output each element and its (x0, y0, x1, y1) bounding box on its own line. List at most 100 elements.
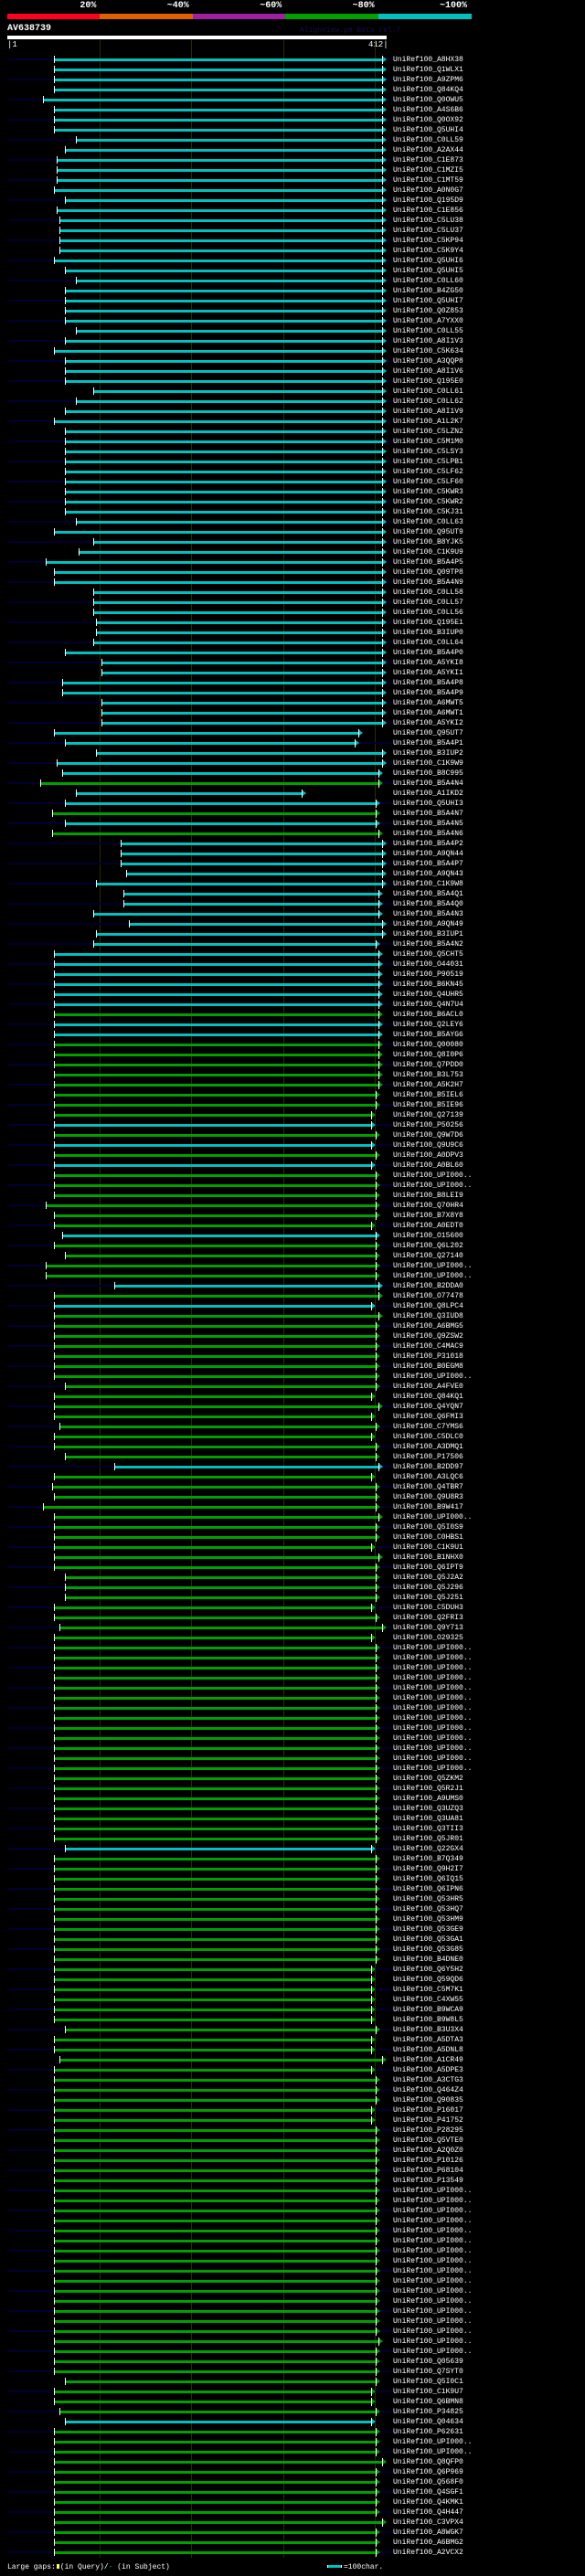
hit-bar[interactable] (59, 1426, 376, 1428)
hit-label[interactable]: UniRef100_UPI000.. (393, 1765, 473, 1773)
alignment-row[interactable]: UniRef100_O44031 (0, 959, 585, 970)
alignment-row[interactable]: UniRef100_B9W417 (0, 1502, 585, 1512)
alignment-row[interactable]: UniRef100_UPI000.. (0, 2236, 585, 2246)
hit-label[interactable]: UniRef100_A3LQC6 (393, 1473, 463, 1481)
hit-label[interactable]: UniRef100_UPI000.. (393, 2448, 473, 2456)
hit-bar[interactable] (54, 2461, 382, 2464)
hit-label[interactable]: UniRef100_B7X8Y8 (393, 1212, 463, 1220)
hit-label[interactable]: UniRef100_Q6FMI3 (393, 1413, 463, 1421)
hit-label[interactable]: UniRef100_UPI000.. (393, 1754, 473, 1763)
hit-label[interactable]: UniRef100_Q5CHT5 (393, 950, 463, 959)
hit-label[interactable]: UniRef100_C5KP94 (393, 237, 463, 245)
hit-label[interactable]: UniRef100_B5A4N7 (393, 810, 463, 818)
hit-label[interactable]: UniRef100_Q22GX4 (393, 1845, 463, 1853)
alignment-row[interactable]: UniRef100_C0LL56 (0, 608, 585, 618)
hit-label[interactable]: UniRef100_UPI000.. (393, 1744, 473, 1753)
hit-bar[interactable] (54, 2149, 376, 2152)
hit-label[interactable]: UniRef100_C5K9Y4 (393, 247, 463, 255)
alignment-row[interactable]: UniRef100_Q27140 (0, 1251, 585, 1261)
hit-label[interactable]: UniRef100_A3DMQ1 (393, 1443, 463, 1451)
hit-label[interactable]: UniRef100_C5LU37 (393, 227, 463, 235)
hit-label[interactable]: UniRef100_Q2FRI3 (393, 1614, 463, 1622)
hit-bar[interactable] (54, 1335, 376, 1338)
hit-bar[interactable] (54, 1938, 376, 1941)
hit-bar[interactable] (54, 1476, 371, 1479)
hit-label[interactable]: UniRef100_C1K9U7 (393, 2388, 463, 2396)
hit-bar[interactable] (54, 1546, 371, 1549)
hit-label[interactable]: UniRef100_Q53HR5 (393, 1895, 463, 1903)
hit-bar[interactable] (75, 330, 382, 333)
hit-label[interactable]: UniRef100_B8LEI9 (393, 1192, 463, 1200)
alignment-row[interactable]: UniRef100_UPI000.. (0, 2327, 585, 2337)
hit-bar[interactable] (54, 2511, 376, 2514)
hit-label[interactable]: UniRef100_Q95UT9 (393, 528, 463, 536)
alignment-row[interactable]: UniRef100_A7YXX0 (0, 316, 585, 326)
hit-label[interactable]: UniRef100_UPI000.. (393, 1644, 473, 1652)
hit-label[interactable]: UniRef100_P62631 (393, 2428, 463, 2436)
alignment-row[interactable]: UniRef100_UPI000.. (0, 2286, 585, 2296)
alignment-row[interactable]: UniRef100_Q4SGF1 (0, 2487, 585, 2497)
alignment-row[interactable]: UniRef100_Q3UA81 (0, 1814, 585, 1824)
hit-bar[interactable] (54, 2390, 371, 2393)
hit-label[interactable]: UniRef100_Q70HR4 (393, 1202, 463, 1210)
hit-bar[interactable] (54, 1446, 376, 1448)
hit-label[interactable]: UniRef100_C7YMS6 (393, 1423, 463, 1431)
hit-bar[interactable] (101, 722, 382, 725)
alignment-row[interactable]: UniRef100_Q6IPN6 (0, 1884, 585, 1894)
hit-bar[interactable] (54, 2069, 371, 2072)
hit-bar[interactable] (54, 1164, 371, 1167)
hit-label[interactable]: UniRef100_C3VPX4 (393, 2518, 463, 2527)
hit-bar[interactable] (57, 159, 382, 162)
alignment-row[interactable]: UniRef100_C1E873 (0, 155, 585, 165)
alignment-row[interactable]: UniRef100_A0BL60 (0, 1161, 585, 1171)
hit-label[interactable]: UniRef100_B5A4P7 (393, 860, 463, 868)
hit-bar[interactable] (54, 1818, 376, 1820)
hit-bar[interactable] (54, 1144, 371, 1147)
hit-bar[interactable] (101, 662, 382, 664)
hit-label[interactable]: UniRef100_UPI000.. (393, 1694, 473, 1702)
alignment-row[interactable]: UniRef100_UPI000.. (0, 1181, 585, 1191)
alignment-row[interactable]: UniRef100_C5LSY3 (0, 447, 585, 457)
hit-label[interactable]: UniRef100_B5A4N5 (393, 820, 463, 828)
hit-bar[interactable] (54, 1184, 376, 1187)
hit-bar[interactable] (54, 1988, 371, 1991)
alignment-row[interactable]: UniRef100_UPI000.. (0, 1733, 585, 1744)
alignment-row[interactable]: UniRef100_Q4KMK1 (0, 2497, 585, 2507)
alignment-row[interactable]: UniRef100_Q95UT9 (0, 527, 585, 537)
hit-bar[interactable] (59, 239, 382, 242)
hit-label[interactable]: UniRef100_UPI000.. (393, 1704, 473, 1712)
hit-bar[interactable] (95, 631, 382, 634)
hit-label[interactable]: UniRef100_UPI000.. (393, 2197, 473, 2205)
hit-label[interactable]: UniRef100_UPI000.. (393, 2438, 473, 2446)
hit-label[interactable]: UniRef100_Q0OWU5 (393, 96, 463, 104)
hit-bar[interactable] (54, 1566, 376, 1569)
alignment-row[interactable]: UniRef100_C5LF62 (0, 467, 585, 477)
hit-bar[interactable] (54, 1898, 376, 1901)
hit-label[interactable]: UniRef100_Q2LEY6 (393, 1021, 463, 1029)
hit-bar[interactable] (54, 1496, 376, 1499)
hit-bar[interactable] (54, 2340, 378, 2343)
hit-bar[interactable] (54, 1868, 376, 1871)
hit-bar[interactable] (46, 1275, 376, 1277)
hit-bar[interactable] (54, 1918, 376, 1921)
hit-bar[interactable] (54, 1838, 376, 1840)
alignment-row[interactable]: UniRef100_Q5UHI7 (0, 296, 585, 306)
hit-label[interactable]: UniRef100_Q84KQ4 (393, 86, 463, 94)
alignment-row[interactable]: UniRef100_Q6IQ15 (0, 1874, 585, 1884)
alignment-row[interactable]: UniRef100_P90519 (0, 970, 585, 980)
hit-label[interactable]: UniRef100_UPI000.. (393, 2247, 473, 2255)
alignment-row[interactable]: UniRef100_UPI000.. (0, 1372, 585, 1382)
hit-bar[interactable] (101, 712, 382, 715)
hit-bar[interactable] (54, 2200, 376, 2202)
alignment-row[interactable]: UniRef100_P13549 (0, 2176, 585, 2186)
hit-label[interactable]: UniRef100_A3CTG3 (393, 2076, 463, 2084)
hit-bar[interactable] (54, 1214, 376, 1217)
hit-label[interactable]: UniRef100_C0LL60 (393, 277, 463, 285)
hit-label[interactable]: UniRef100_C5LU38 (393, 217, 463, 225)
hit-bar[interactable] (54, 1023, 378, 1026)
hit-bar[interactable] (54, 2531, 376, 2534)
hit-bar[interactable] (54, 1978, 371, 1981)
hit-bar[interactable] (54, 2169, 376, 2172)
alignment-row[interactable]: UniRef100_B3L753 (0, 1070, 585, 1080)
hit-label[interactable]: UniRef100_A4FVE0 (393, 1383, 463, 1391)
